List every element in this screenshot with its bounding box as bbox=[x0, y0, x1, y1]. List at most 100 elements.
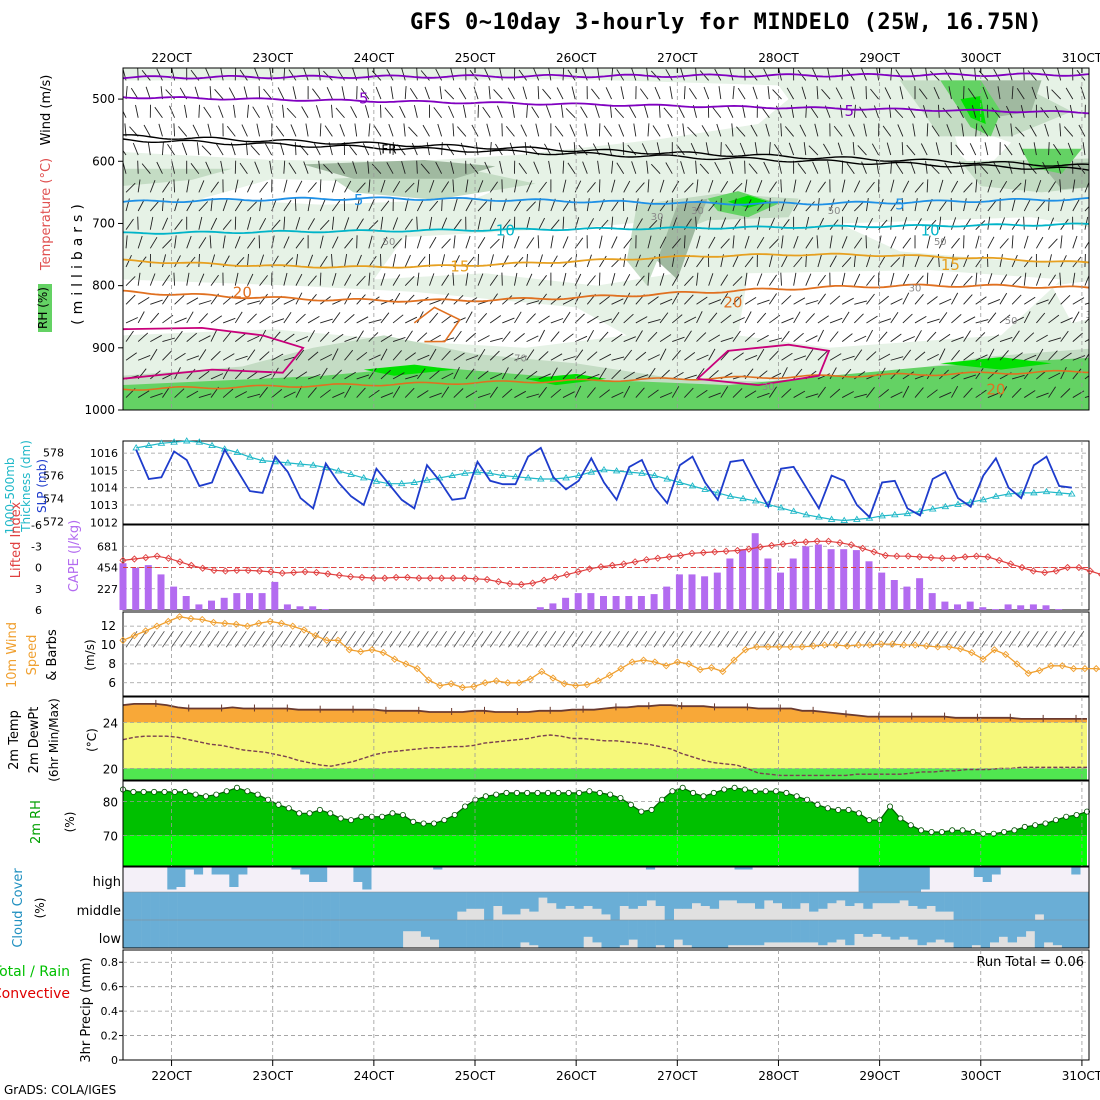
wind-speed-marker bbox=[651, 658, 659, 666]
surface-wind-barb bbox=[744, 631, 757, 648]
wind-barb bbox=[975, 179, 978, 193]
wind-barb bbox=[550, 235, 554, 249]
dewpoint-line bbox=[122, 734, 1087, 777]
wind-barb bbox=[854, 371, 866, 380]
precip-tick-label: 0.2 bbox=[101, 1030, 119, 1043]
cloud-level-label: middle bbox=[77, 904, 121, 919]
low-cloud-bar bbox=[249, 920, 259, 948]
contour-25c-mid bbox=[696, 343, 831, 387]
bottom-date-label: 27OCT bbox=[657, 1069, 698, 1083]
low-cloud-bar bbox=[141, 920, 151, 948]
wind-barb bbox=[477, 312, 488, 324]
wind-barb bbox=[627, 144, 637, 156]
middle-cloud-bar bbox=[303, 892, 313, 920]
wind-speed-marker bbox=[956, 645, 965, 653]
wind-barb bbox=[502, 388, 513, 398]
low-cloud-bar bbox=[881, 920, 891, 937]
wind-barb bbox=[416, 256, 426, 268]
wind-barb bbox=[198, 216, 203, 230]
wind-barb bbox=[611, 369, 622, 380]
middle-cloud-bar bbox=[673, 892, 683, 909]
cape-bar bbox=[992, 609, 999, 610]
wind-barb bbox=[901, 197, 904, 212]
wind-barb bbox=[732, 352, 744, 361]
wind-barb bbox=[925, 160, 928, 174]
middle-cloud-bar bbox=[682, 892, 692, 909]
surface-wind-barb bbox=[517, 631, 529, 648]
wind-barb bbox=[254, 161, 260, 174]
wind-barb bbox=[914, 254, 920, 268]
middle-cloud-bar bbox=[348, 892, 358, 920]
wind-barb bbox=[1035, 216, 1040, 230]
temperature-band bbox=[123, 703, 1087, 723]
wind-barb bbox=[526, 216, 531, 230]
wind-barb bbox=[526, 201, 536, 212]
wind-barb bbox=[974, 68, 977, 81]
high-cloud-bar bbox=[858, 867, 868, 892]
wind-barb bbox=[671, 350, 681, 361]
middle-cloud-bar bbox=[1052, 892, 1063, 920]
wind-speed-marker bbox=[979, 655, 987, 663]
wind-barb bbox=[987, 179, 993, 193]
wind-speed-marker bbox=[764, 643, 772, 651]
cape-bar bbox=[283, 604, 291, 610]
wind-tick-label: 12 bbox=[101, 619, 116, 633]
low-cloud-bar bbox=[745, 920, 756, 946]
wind-barb bbox=[987, 200, 997, 212]
wind-barb bbox=[356, 374, 370, 380]
wind-barb bbox=[399, 105, 406, 118]
wind-speed-marker bbox=[436, 681, 444, 690]
middle-cloud-bar bbox=[177, 892, 187, 920]
low-cloud-bar bbox=[348, 920, 358, 948]
rh-marker bbox=[814, 801, 821, 808]
wind-barb bbox=[239, 69, 248, 81]
wind-barb bbox=[863, 123, 867, 137]
wind-barb bbox=[198, 335, 211, 343]
rh-marker bbox=[1063, 813, 1070, 820]
wind-barb bbox=[271, 219, 281, 230]
slp-line bbox=[135, 446, 1072, 519]
thickness-marker bbox=[334, 467, 343, 474]
thickness-marker bbox=[574, 471, 583, 479]
wind-barb bbox=[951, 217, 957, 230]
wind-barb bbox=[149, 236, 158, 249]
wind-barb bbox=[392, 350, 402, 361]
low-cloud-bar bbox=[402, 920, 413, 932]
surface-wind-barb bbox=[508, 631, 520, 648]
wind-barb bbox=[216, 143, 224, 156]
li-marker bbox=[142, 553, 150, 562]
wind-barb bbox=[554, 125, 564, 137]
wind-barb bbox=[586, 387, 596, 398]
wind-barb bbox=[732, 235, 735, 249]
wind-barb bbox=[323, 164, 333, 175]
wind-barb bbox=[288, 162, 297, 174]
li-marker bbox=[961, 553, 969, 561]
top-date-label: 27OCT bbox=[657, 51, 698, 65]
wind-barb bbox=[1015, 126, 1025, 137]
wind-barb bbox=[647, 272, 650, 286]
thickness-marker bbox=[182, 437, 191, 444]
wind-barb bbox=[1011, 182, 1022, 193]
wind-barb bbox=[222, 353, 235, 361]
thickness-marker bbox=[979, 495, 988, 503]
wind-barb bbox=[489, 372, 503, 380]
middle-cloud-bar bbox=[836, 892, 846, 901]
rh-marker bbox=[700, 793, 707, 800]
cape-bar bbox=[170, 586, 178, 610]
wind-barb bbox=[324, 125, 333, 137]
bottom-date-label: 24OCT bbox=[354, 1069, 395, 1083]
wind-barb bbox=[744, 256, 754, 268]
middle-cloud-bar bbox=[294, 892, 304, 920]
wind-barb bbox=[403, 123, 406, 137]
li-marker bbox=[642, 556, 651, 564]
low-cloud-bar bbox=[267, 920, 277, 948]
wind-barb bbox=[756, 312, 767, 324]
li-marker bbox=[324, 570, 332, 578]
contour-label: 5 bbox=[844, 102, 854, 120]
surface-wind-barb bbox=[726, 631, 739, 648]
wind-barb bbox=[198, 201, 209, 212]
wind-barb bbox=[597, 68, 600, 81]
surface-wind-barb bbox=[553, 631, 566, 648]
middle-cloud-bar bbox=[881, 892, 891, 904]
wind-barb bbox=[827, 68, 831, 81]
